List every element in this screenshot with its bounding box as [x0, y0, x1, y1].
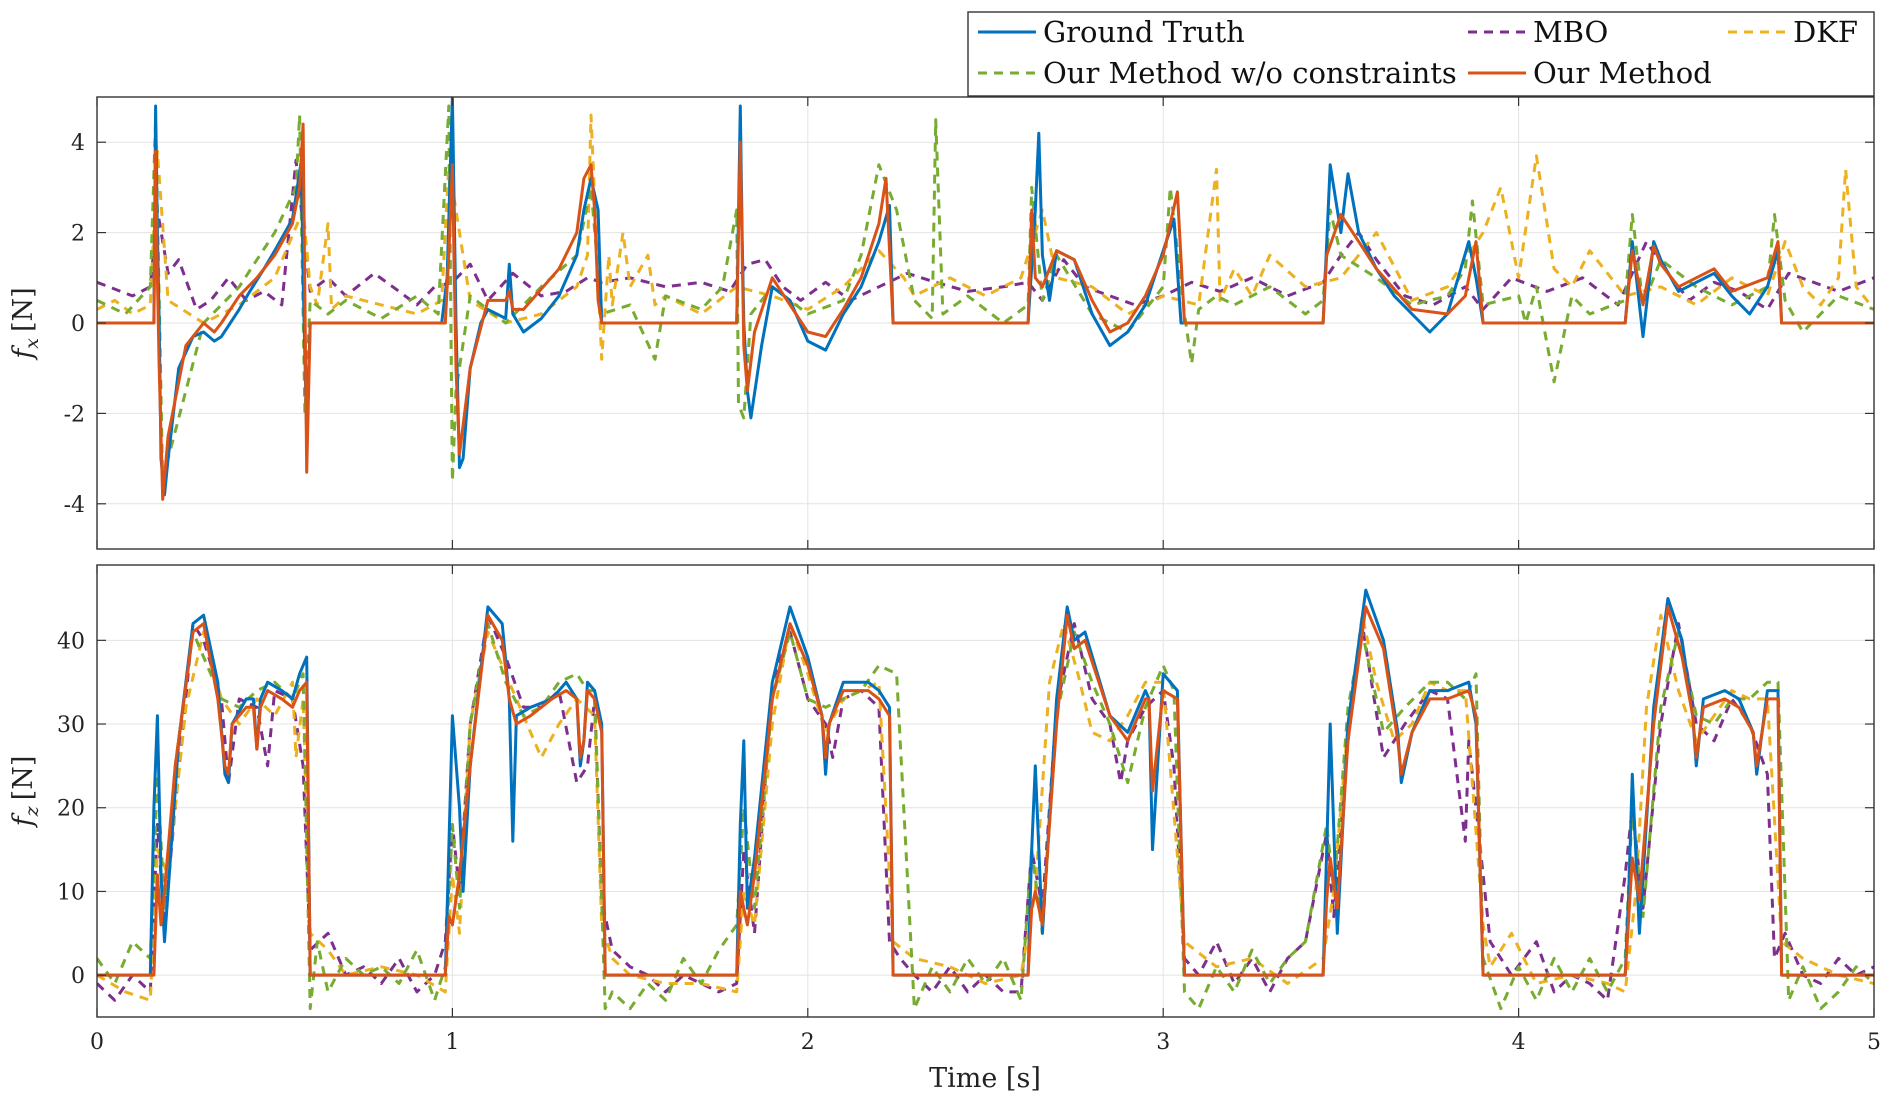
legend-label-dkf: DKF [1793, 15, 1858, 49]
bottom-series-clip [97, 588, 1874, 1011]
top-y-tick-label: 0 [71, 312, 85, 337]
bottom-series-dkf [97, 613, 1874, 1002]
legend-label-ground-truth: Ground Truth [1043, 15, 1245, 49]
bottom-y-tick-label: 0 [71, 964, 85, 989]
legend: Ground Truth MBO DKF Our Method w/o cons… [967, 11, 1875, 97]
top-y-tick-label: -2 [64, 402, 85, 427]
bottom-y-axis-label: fz[N] [8, 756, 43, 829]
x-tick-label: 5 [1867, 1030, 1881, 1055]
legend-box [967, 11, 1875, 97]
legend-label-our-method: Our Method [1533, 56, 1712, 90]
bottom-y-tick-label: 30 [57, 713, 85, 738]
legend-label-mbo: MBO [1533, 15, 1608, 49]
top-y-axis-label: fx[N] [8, 287, 43, 360]
bottom-series-our-method-w-o-constraints [97, 622, 1874, 1011]
legend-label-without-constraints: Our Method w/o constraints [1043, 56, 1457, 90]
x-tick-label: 4 [1512, 1030, 1526, 1055]
bottom-y-tick-label: 10 [57, 880, 85, 905]
top-y-ticks: -4 -2 0 2 4 [64, 97, 1875, 549]
panel-fz: 0 10 20 30 40 0 1 2 3 4 5 fz[N] Time [s] [8, 564, 1881, 1094]
top-series-mbo [97, 158, 1874, 311]
x-axis-label: Time [s] [929, 1063, 1041, 1094]
bottom-series-our-method [97, 605, 1874, 977]
top-y-tick-label: 2 [71, 222, 85, 247]
bottom-gridlines [96, 565, 1875, 1017]
bottom-y-ticks: 0 10 20 30 40 [57, 565, 1875, 1017]
x-tick-label: 1 [445, 1030, 459, 1055]
top-series-clip [97, 97, 1874, 501]
top-series-group [97, 97, 1874, 501]
x-tick-label: 3 [1156, 1030, 1170, 1055]
top-series-our-method [97, 122, 1874, 501]
bottom-series-ground-truth [97, 588, 1874, 977]
top-y-tick-label: -4 [64, 493, 85, 518]
bottom-x-ticks: 0 1 2 3 4 5 [90, 1030, 1881, 1055]
bottom-y-tick-label: 40 [57, 629, 85, 654]
panel-fx: -4 -2 0 2 4 fx[N] [8, 96, 1875, 550]
x-tick-label: 0 [90, 1030, 104, 1055]
top-y-tick-label: 4 [71, 131, 85, 156]
x-tick-label: 2 [801, 1030, 815, 1055]
bottom-series-group [97, 588, 1874, 1011]
bottom-axes-frame [96, 564, 1875, 1018]
bottom-y-tick-label: 20 [57, 797, 85, 822]
top-series-our-method-w-o-constraints [97, 104, 1874, 488]
